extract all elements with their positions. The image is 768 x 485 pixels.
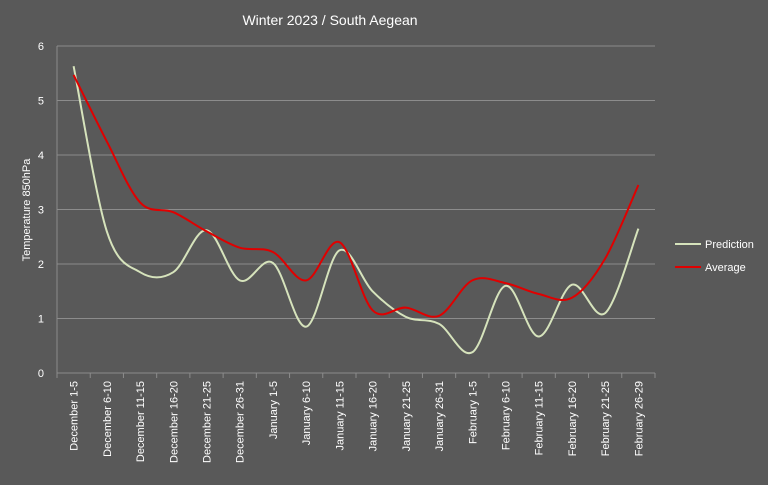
x-tick-label: December 11-15 bbox=[135, 381, 147, 462]
x-tick-label: January 11-15 bbox=[334, 381, 346, 451]
average-legend-label: Average bbox=[705, 262, 746, 274]
x-tick-label: December 16-20 bbox=[168, 381, 180, 463]
x-tick-label: December 6-10 bbox=[102, 381, 114, 457]
x-tick-label: December 26-31 bbox=[235, 381, 247, 463]
x-tick-label: January 16-20 bbox=[368, 381, 380, 451]
y-tick-label: 4 bbox=[38, 150, 44, 162]
y-tick-label: 2 bbox=[38, 259, 44, 271]
x-tick-label: January 26-31 bbox=[434, 381, 446, 451]
y-tick-label: 3 bbox=[38, 205, 44, 217]
prediction-legend-label: Prediction bbox=[705, 239, 754, 251]
x-tick-label: February 6-10 bbox=[501, 381, 513, 450]
x-tick-label: February 16-20 bbox=[567, 381, 579, 456]
x-tick-label: January 21-25 bbox=[401, 381, 413, 451]
y-tick-label: 5 bbox=[38, 96, 44, 108]
axes bbox=[56, 46, 656, 378]
x-tick-label: February 11-15 bbox=[534, 381, 546, 455]
legend: Prediction Average bbox=[675, 239, 754, 274]
y-tick-label: 1 bbox=[38, 314, 44, 326]
prediction-line bbox=[72, 66, 640, 355]
average-line bbox=[72, 74, 640, 318]
series-lines bbox=[72, 66, 640, 355]
gridlines bbox=[57, 45, 655, 319]
x-tick-labels: December 1-5 December 6-10 December 11-15 D… bbox=[69, 381, 646, 463]
x-tick-label: January 1-5 bbox=[268, 381, 280, 439]
x-tick-label: January 6-10 bbox=[301, 381, 313, 445]
x-tick-label: February 26-29 bbox=[633, 381, 645, 456]
x-tick-label: February 1-5 bbox=[467, 381, 479, 444]
chart-title: Winter 2023 / South Aegean bbox=[242, 12, 417, 28]
x-tick-label: February 21-25 bbox=[600, 381, 612, 456]
x-tick-label: December 21-25 bbox=[202, 381, 214, 463]
y-tick-label: 6 bbox=[38, 41, 44, 53]
y-tick-labels: 0 1 2 3 4 5 6 bbox=[38, 41, 44, 380]
y-axis-label: Temperature 850hPa bbox=[21, 158, 33, 262]
x-tick-label: December 1-5 bbox=[69, 381, 81, 451]
y-tick-label: 0 bbox=[38, 368, 44, 380]
